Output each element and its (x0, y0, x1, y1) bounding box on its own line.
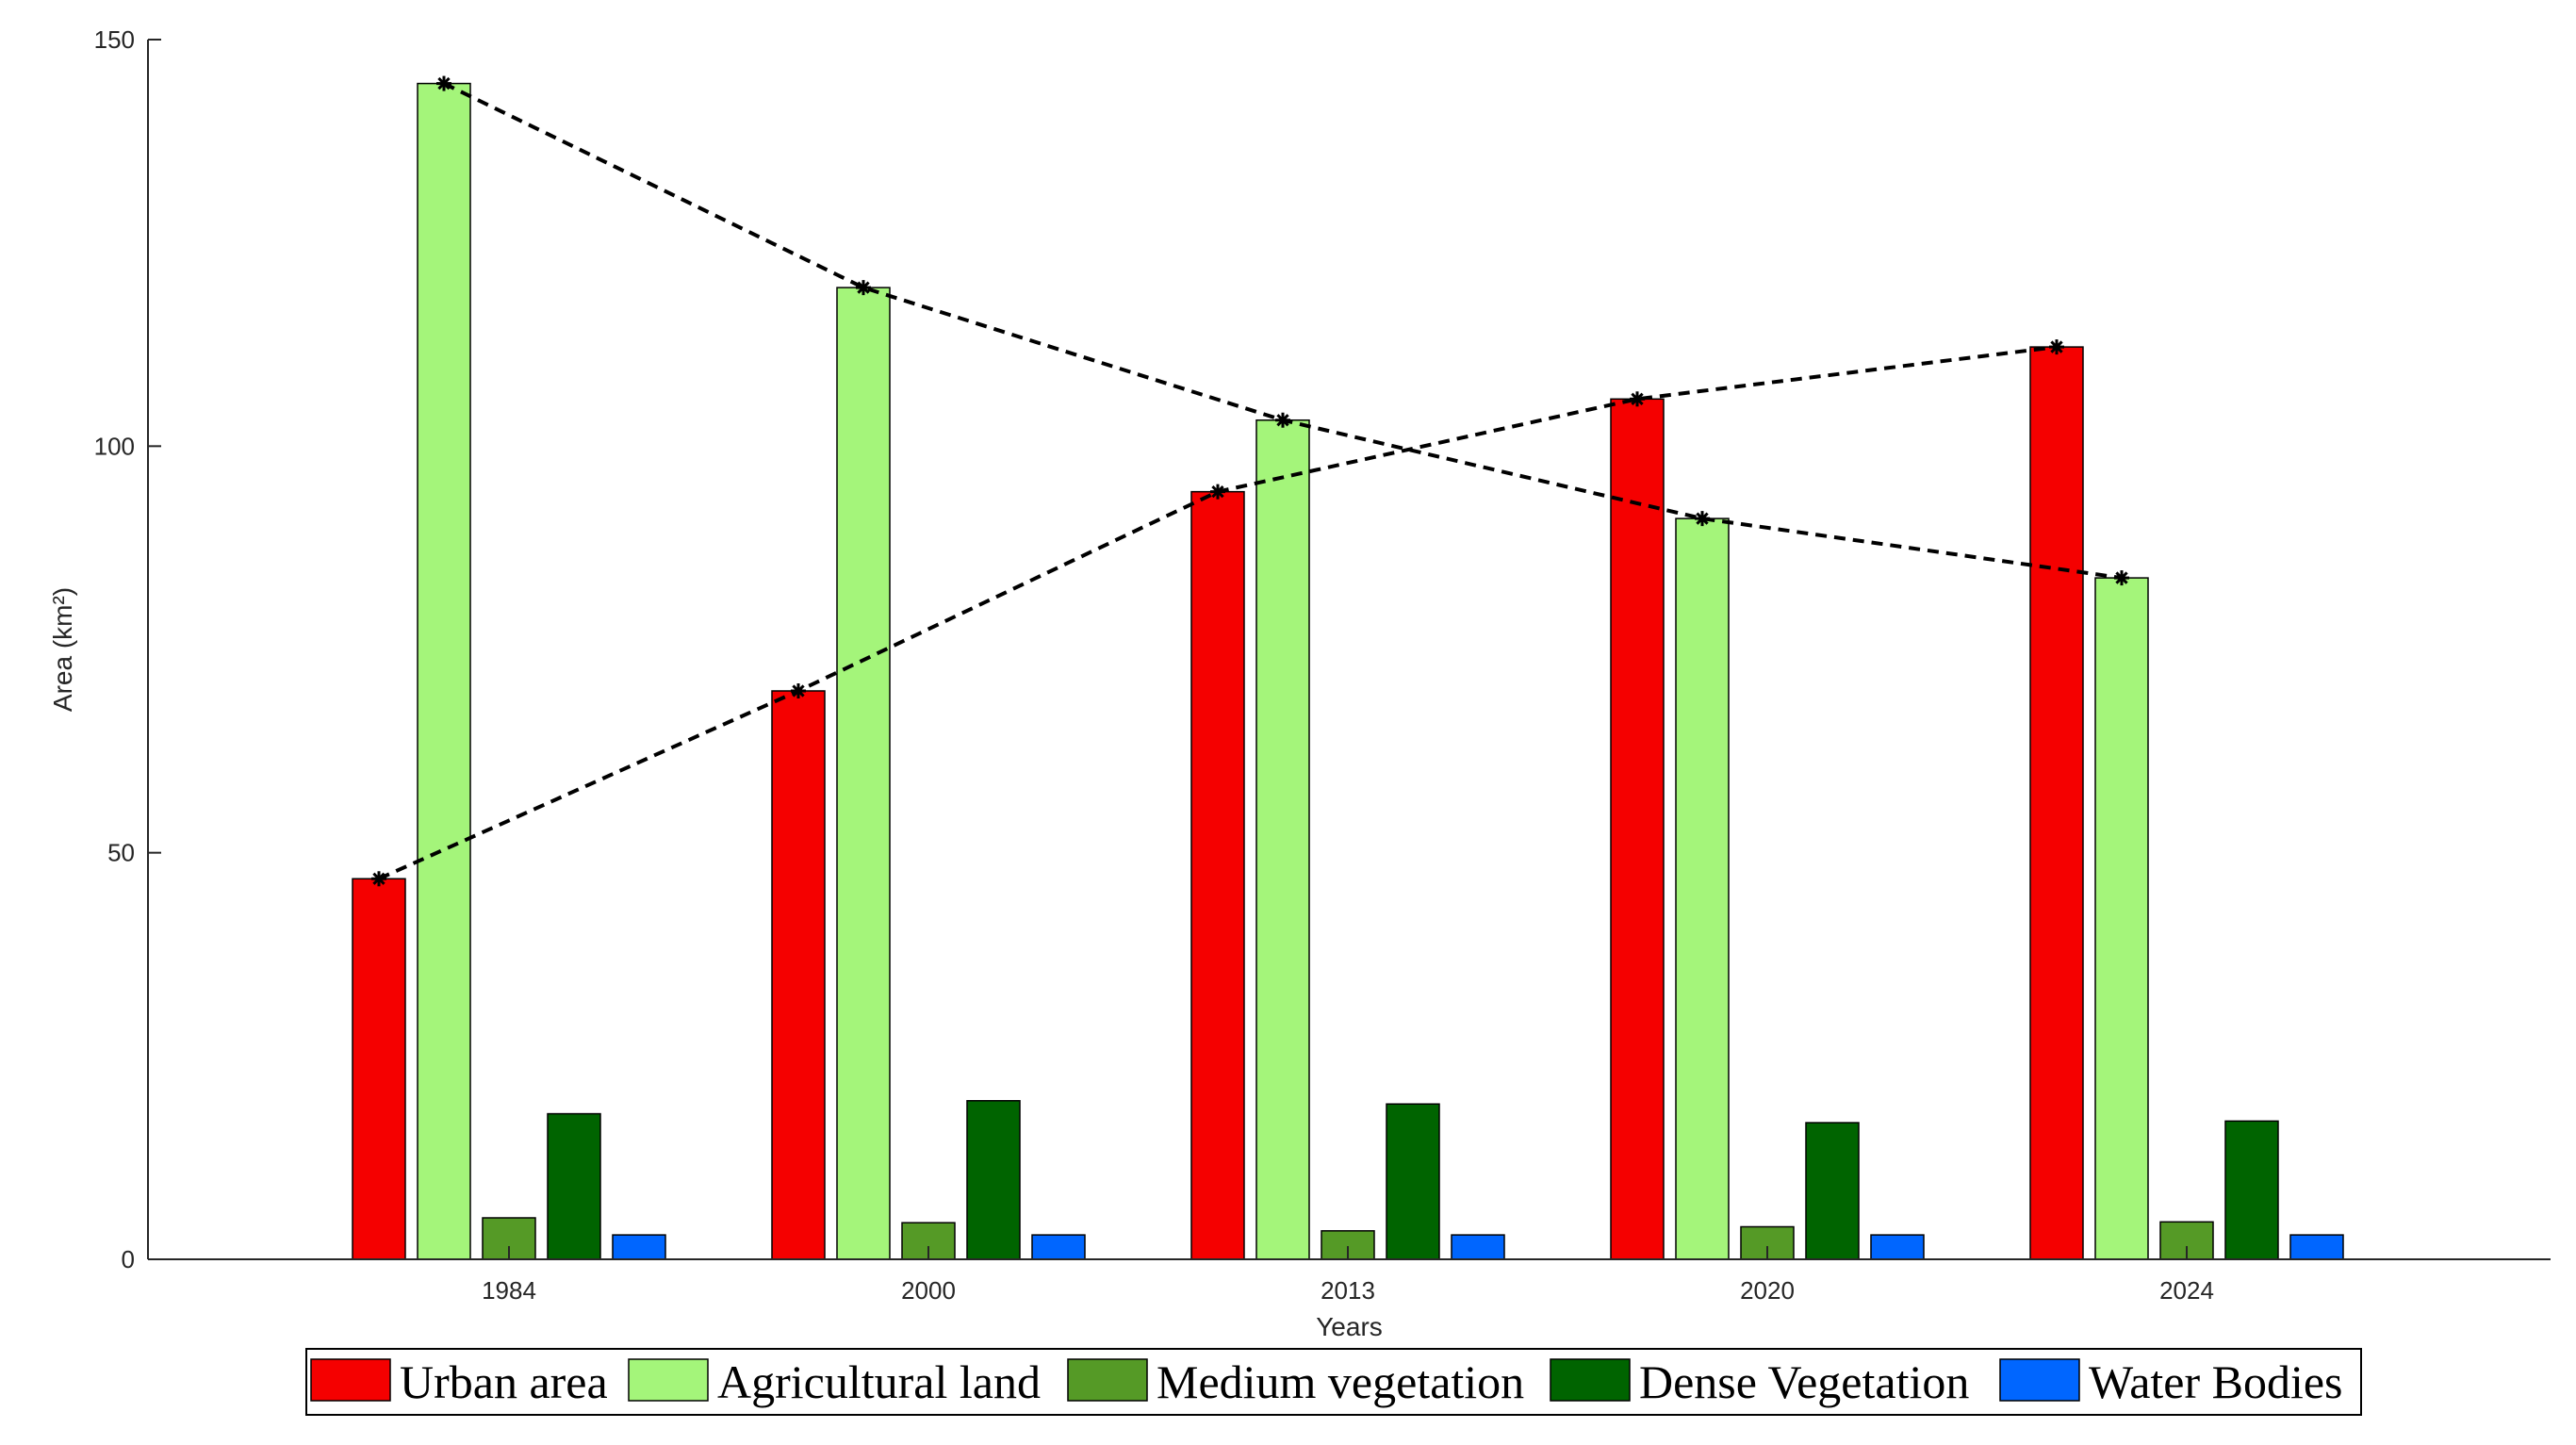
trend-marker-urban-area-2024 (2049, 339, 2064, 355)
bar-urban-area-2000 (771, 690, 826, 1260)
bar-dense-vegetation-1984 (547, 1112, 601, 1260)
trend-marker-agricultural-land-2020 (1695, 511, 1710, 527)
x-tick-label-2013: 2013 (1321, 1276, 1375, 1305)
legend-item-water-bodies: Water Bodies (1999, 1355, 2343, 1408)
x-tick-label-2000: 2000 (901, 1276, 956, 1305)
bars-group (352, 82, 2344, 1260)
y-tick-label-150: 150 (94, 25, 135, 54)
legend-label: Urban area (400, 1355, 608, 1408)
trend-lines-group (371, 75, 2129, 887)
legend-item-urban-area: Urban area (310, 1355, 608, 1408)
y-axis-title: Area (km²) (48, 587, 77, 712)
x-tick-label-2024: 2024 (2159, 1276, 2214, 1305)
legend-item-dense-vegetation: Dense Vegetation (1550, 1355, 1969, 1408)
bar-urban-area-2020 (1610, 398, 1665, 1260)
y-tick-label-0: 0 (122, 1245, 135, 1273)
bar-urban-area-2024 (2029, 346, 2084, 1260)
legend-swatch (628, 1358, 709, 1402)
bar-agricultural-land-2000 (836, 287, 891, 1260)
legend-item-medium-vegetation: Medium vegetation (1067, 1355, 1524, 1408)
trend-marker-urban-area-2013 (1210, 484, 1225, 500)
bar-water-bodies-2013 (1451, 1234, 1505, 1260)
x-axis-title: Years (1316, 1312, 1383, 1341)
legend-label: Agricultural land (717, 1355, 1041, 1408)
bar-urban-area-2013 (1190, 490, 1245, 1260)
legend-label: Dense Vegetation (1639, 1355, 1969, 1408)
bar-urban-area-1984 (352, 878, 406, 1260)
legend: Urban area Agricultural land Medium vegeta… (305, 1348, 2362, 1416)
y-tick-label-100: 100 (94, 432, 135, 460)
bar-dense-vegetation-2000 (966, 1100, 1021, 1260)
bar-water-bodies-1984 (612, 1234, 666, 1260)
trend-marker-agricultural-land-2013 (1275, 412, 1290, 428)
x-tick-label-2020: 2020 (1740, 1276, 1795, 1305)
legend-label: Medium vegetation (1157, 1355, 1524, 1408)
trend-marker-urban-area-2000 (791, 682, 806, 698)
x-tick-label-1984: 1984 (482, 1276, 536, 1305)
legend-swatch (1999, 1358, 2080, 1402)
legend-swatch (1067, 1358, 1148, 1402)
trend-marker-agricultural-land-1984 (436, 75, 451, 91)
legend-label: Water Bodies (2089, 1355, 2343, 1408)
y-tick-label-50: 50 (107, 839, 135, 867)
bar-dense-vegetation-2013 (1386, 1103, 1440, 1260)
bar-agricultural-land-1984 (417, 82, 471, 1260)
trend-marker-urban-area-1984 (371, 871, 386, 887)
axes-group: 0 50 100 150 1984 2000 2013 2020 2024 (94, 25, 2551, 1305)
trend-marker-agricultural-land-2000 (856, 280, 871, 296)
bar-agricultural-land-2024 (2094, 577, 2149, 1260)
legend-swatch (1550, 1358, 1631, 1402)
bar-water-bodies-2000 (1031, 1234, 1086, 1260)
legend-item-agricultural-land: Agricultural land (628, 1355, 1041, 1408)
bar-agricultural-land-2013 (1255, 419, 1310, 1260)
legend-swatch (310, 1358, 391, 1402)
bar-water-bodies-2024 (2289, 1234, 2344, 1260)
trend-marker-urban-area-2020 (1630, 391, 1645, 407)
bar-dense-vegetation-2024 (2224, 1120, 2279, 1260)
bar-agricultural-land-2020 (1675, 517, 1730, 1260)
bar-dense-vegetation-2020 (1805, 1122, 1860, 1260)
bar-water-bodies-2020 (1870, 1234, 1925, 1260)
trend-marker-agricultural-land-2024 (2114, 570, 2129, 586)
